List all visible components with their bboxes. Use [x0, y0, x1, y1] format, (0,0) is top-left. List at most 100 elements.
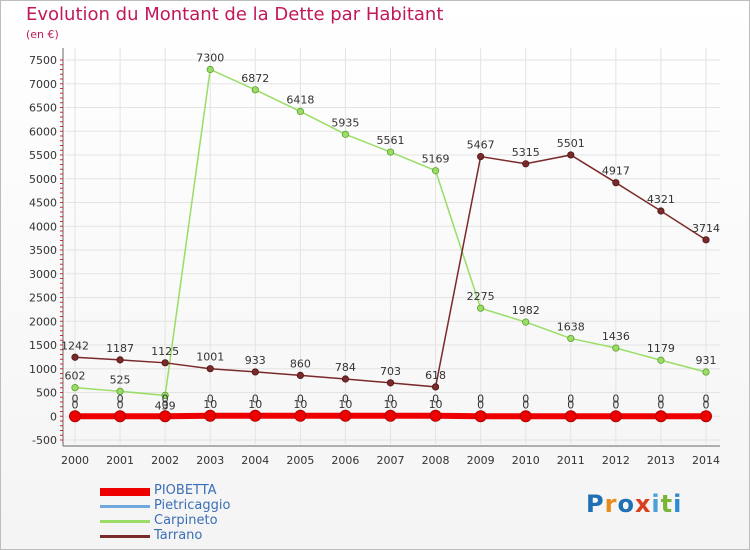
data-point	[386, 148, 395, 156]
y-tick-label: 2000	[29, 315, 57, 328]
legend-label: Tarrano	[154, 528, 203, 543]
data-label: 0	[657, 392, 664, 405]
data-label: 6872	[241, 72, 269, 85]
data-label: 0	[387, 392, 394, 405]
data-point	[296, 371, 304, 379]
data-label: 7300	[196, 52, 224, 65]
data-point	[296, 107, 304, 115]
data-label: 2275	[467, 290, 495, 303]
data-label: 0	[522, 398, 529, 411]
data-label: 0	[117, 392, 124, 405]
y-tick-label: 3500	[29, 244, 57, 257]
data-label: 1982	[512, 304, 540, 317]
legend-swatch	[100, 505, 150, 508]
data-point	[477, 304, 485, 312]
y-tick-label: 6000	[29, 125, 57, 138]
chart-subtitle: (en €)	[26, 28, 59, 41]
data-point	[71, 384, 79, 392]
data-point	[657, 356, 665, 364]
data-label: 1179	[647, 342, 675, 355]
logo-letter: x	[634, 490, 652, 518]
x-tick-label: 2001	[106, 454, 134, 467]
data-label: 0	[477, 398, 484, 411]
data-point	[339, 409, 352, 422]
data-point	[251, 368, 259, 376]
data-label: 4321	[647, 193, 675, 206]
data-point	[116, 387, 124, 395]
data-point	[477, 152, 485, 161]
x-tick-label: 2008	[422, 454, 450, 467]
data-label: 4917	[602, 165, 630, 178]
x-tick-label: 2000	[61, 454, 89, 467]
data-label: 0	[612, 398, 619, 411]
data-point	[114, 410, 127, 423]
data-label: 5169	[422, 153, 450, 166]
y-tick-label: 3000	[29, 268, 57, 281]
series-carpineto	[71, 65, 710, 399]
data-point	[429, 409, 442, 422]
data-point	[612, 179, 620, 187]
data-label: 439	[155, 399, 176, 412]
data-label: 0	[72, 392, 79, 405]
logo-letter: t	[660, 490, 674, 518]
y-tick-label: 7000	[29, 78, 57, 91]
logo-letter: i	[651, 490, 661, 518]
data-point	[567, 151, 575, 159]
x-tick-label: 2002	[151, 454, 179, 467]
data-label: 1187	[106, 342, 134, 355]
data-label: 10	[384, 398, 398, 411]
data-point	[522, 318, 530, 326]
data-label: 1242	[61, 339, 89, 352]
y-tick-label: 4500	[29, 197, 57, 210]
y-tick-label: 1500	[29, 339, 57, 352]
data-label: 0	[703, 392, 710, 405]
data-point	[251, 86, 259, 94]
legend-label: PIOBETTA	[154, 483, 217, 498]
data-point	[206, 65, 214, 74]
data-point	[249, 409, 262, 422]
data-point	[609, 410, 622, 423]
data-label: 0	[252, 392, 259, 405]
y-tick-label: 5500	[29, 149, 57, 162]
data-point	[654, 410, 667, 423]
proxiti-logo: Proxiti	[586, 490, 682, 518]
data-label: 618	[425, 369, 446, 382]
data-label: 10	[429, 398, 443, 411]
y-tick-label: 0	[50, 410, 57, 423]
data-label: 784	[335, 361, 356, 374]
data-label: 5315	[512, 146, 540, 159]
series-tarrano	[71, 151, 710, 391]
data-point	[69, 410, 81, 423]
x-tick-label: 2009	[467, 454, 495, 467]
data-point	[474, 410, 487, 423]
y-tick-label: 1000	[29, 363, 57, 376]
logo-letter: i	[673, 490, 683, 518]
chart-title: Evolution du Montant de la Dette par Hab…	[26, 4, 444, 25]
data-label: 3714	[692, 222, 720, 235]
x-tick-label: 2013	[647, 454, 675, 467]
data-label: 5501	[557, 137, 585, 150]
logo-letter: r	[604, 490, 618, 518]
x-tick-label: 2014	[692, 454, 720, 467]
data-point	[159, 410, 172, 423]
x-tick-label: 2004	[241, 454, 269, 467]
data-label: 10	[338, 398, 352, 411]
gridlines	[65, 48, 720, 444]
data-label: 0	[522, 392, 529, 405]
data-point	[431, 383, 440, 391]
legend-swatch	[100, 520, 150, 523]
data-point	[206, 365, 214, 373]
data-point	[386, 379, 395, 387]
data-point	[567, 334, 575, 343]
y-tick-label: 500	[36, 387, 57, 400]
data-label: 10	[203, 398, 217, 411]
data-label: 1125	[151, 345, 179, 358]
data-point	[161, 359, 169, 367]
data-point	[71, 353, 79, 361]
data-label: 703	[380, 365, 401, 378]
x-tick-label: 2012	[602, 454, 630, 467]
data-point	[116, 356, 124, 364]
data-label: 525	[110, 373, 131, 386]
